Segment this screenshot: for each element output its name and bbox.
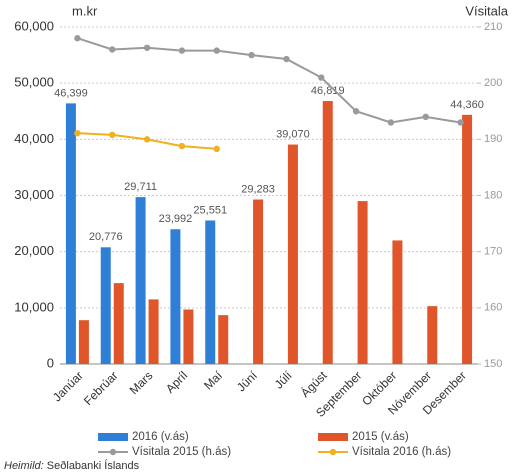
data-label: 46,399 (54, 87, 88, 99)
bar (253, 199, 264, 364)
bar (462, 114, 473, 364)
legend-swatch (98, 433, 128, 441)
line-marker (143, 136, 151, 143)
line-marker (387, 119, 395, 126)
bar (113, 283, 124, 364)
bar (357, 201, 368, 364)
line-marker (457, 119, 464, 126)
line-marker (178, 47, 186, 54)
y-tick-label: 20,000 (14, 243, 54, 258)
y2-tick-label: 170 (484, 246, 502, 258)
line-marker (213, 145, 220, 153)
source-label: Heimild: (4, 460, 44, 472)
y2-tick-label: 200 (484, 77, 502, 89)
line-marker (178, 142, 186, 150)
data-label: 23,992 (159, 213, 193, 225)
legend-marker (329, 448, 337, 456)
line-marker (109, 46, 116, 53)
data-label: 44,360 (450, 99, 484, 111)
x-tick-label: Júní (234, 368, 260, 394)
legend-label: Vísitala 2015 (h.ás) (132, 446, 231, 458)
data-label: 20,776 (89, 231, 123, 243)
y-tick-label: 10,000 (14, 299, 54, 314)
y2-tick-label: 210 (484, 21, 502, 33)
line-marker (213, 47, 220, 54)
y2-unit: Vísitala (465, 3, 508, 18)
bar (148, 299, 159, 364)
source-text: Seðlabanki Íslands (47, 459, 140, 472)
data-label: 29,283 (241, 183, 275, 195)
legend-label: 2015 (v.ás) (352, 431, 409, 443)
bar (183, 309, 194, 364)
y-tick-label: 0 (47, 355, 54, 370)
data-label: 25,551 (193, 204, 227, 216)
data-label: 39,070 (276, 128, 310, 140)
data-label: 29,711 (124, 181, 157, 193)
y-tick-label: 40,000 (14, 131, 54, 146)
bar (100, 247, 111, 364)
source: Heimild: Seðlabanki Íslands (4, 459, 140, 472)
legend-label: Vísitala 2016 (h.ás) (352, 446, 451, 458)
y2-tick-label: 190 (484, 133, 502, 145)
line-marker (109, 131, 116, 139)
line-marker (74, 129, 81, 137)
data-label: 46,819 (311, 85, 345, 97)
line-marker (74, 35, 81, 42)
line-marker (248, 51, 255, 59)
x-tick-label: Júlí (272, 368, 296, 392)
bar (65, 103, 76, 365)
line-marker (143, 44, 151, 51)
y-tick-label: 30,000 (14, 187, 54, 202)
bar (287, 144, 298, 364)
line (77, 37, 461, 124)
bar (135, 197, 146, 364)
line-marker (422, 113, 429, 121)
line-marker (352, 108, 360, 115)
y2-tick-label: 180 (484, 189, 502, 201)
y2-tick-label: 160 (484, 302, 502, 314)
x-tick-label: Mars (127, 368, 156, 397)
legend-marker (109, 448, 117, 456)
bar (427, 306, 438, 364)
y-tick-label: 50,000 (14, 75, 54, 90)
y-unit: m.kr (72, 3, 98, 18)
legend-swatch (318, 433, 348, 441)
line-marker (283, 55, 290, 63)
bar (78, 320, 89, 364)
bar (170, 229, 181, 364)
bar (205, 220, 216, 364)
line-marker (318, 74, 325, 81)
y-tick-label: 60,000 (14, 18, 54, 33)
x-tick-label: Febrúar (81, 368, 121, 408)
bar (322, 101, 333, 364)
bar (392, 240, 403, 364)
x-tick-label: Ágúst (297, 367, 330, 400)
x-tick-label: Maí (201, 368, 226, 393)
y2-tick-label: 150 (484, 358, 502, 370)
legend-label: 2016 (v.ás) (132, 431, 189, 443)
bar (218, 315, 229, 364)
x-tick-label: Apríl (163, 368, 190, 395)
